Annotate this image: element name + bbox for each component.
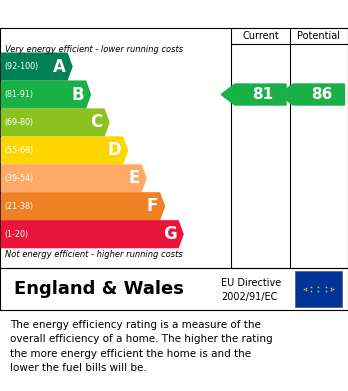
Text: D: D	[107, 142, 121, 160]
Text: (39-54): (39-54)	[5, 174, 34, 183]
Polygon shape	[1, 109, 109, 136]
Text: F: F	[147, 197, 158, 215]
Text: 81: 81	[252, 87, 274, 102]
Text: Potential: Potential	[297, 31, 340, 41]
Polygon shape	[1, 193, 165, 220]
Text: 86: 86	[311, 87, 332, 102]
Text: B: B	[71, 86, 84, 104]
Text: England & Wales: England & Wales	[14, 280, 184, 298]
Polygon shape	[1, 81, 90, 108]
Text: E: E	[128, 169, 140, 187]
Polygon shape	[1, 165, 146, 192]
Text: G: G	[163, 225, 176, 243]
Text: (21-38): (21-38)	[5, 202, 34, 211]
Bar	[295, 271, 342, 307]
Text: 2002/91/EC: 2002/91/EC	[221, 292, 277, 302]
Polygon shape	[1, 137, 127, 164]
Polygon shape	[1, 221, 183, 248]
Text: EU Directive: EU Directive	[221, 278, 281, 288]
Text: A: A	[53, 57, 65, 75]
Text: (81-91): (81-91)	[5, 90, 34, 99]
Text: (92-100): (92-100)	[5, 62, 39, 71]
Text: Current: Current	[242, 31, 279, 41]
Text: Very energy efficient - lower running costs: Very energy efficient - lower running co…	[5, 45, 183, 54]
Text: The energy efficiency rating is a measure of the
overall efficiency of a home. T: The energy efficiency rating is a measur…	[10, 320, 273, 373]
Polygon shape	[221, 84, 286, 105]
Text: Not energy efficient - higher running costs: Not energy efficient - higher running co…	[5, 250, 183, 259]
Polygon shape	[279, 84, 345, 105]
Text: Energy Efficiency Rating: Energy Efficiency Rating	[7, 7, 217, 22]
Text: (55-68): (55-68)	[5, 146, 34, 155]
Text: (69-80): (69-80)	[5, 118, 34, 127]
Text: C: C	[90, 113, 102, 131]
Polygon shape	[1, 53, 72, 80]
Text: (1-20): (1-20)	[5, 230, 29, 239]
